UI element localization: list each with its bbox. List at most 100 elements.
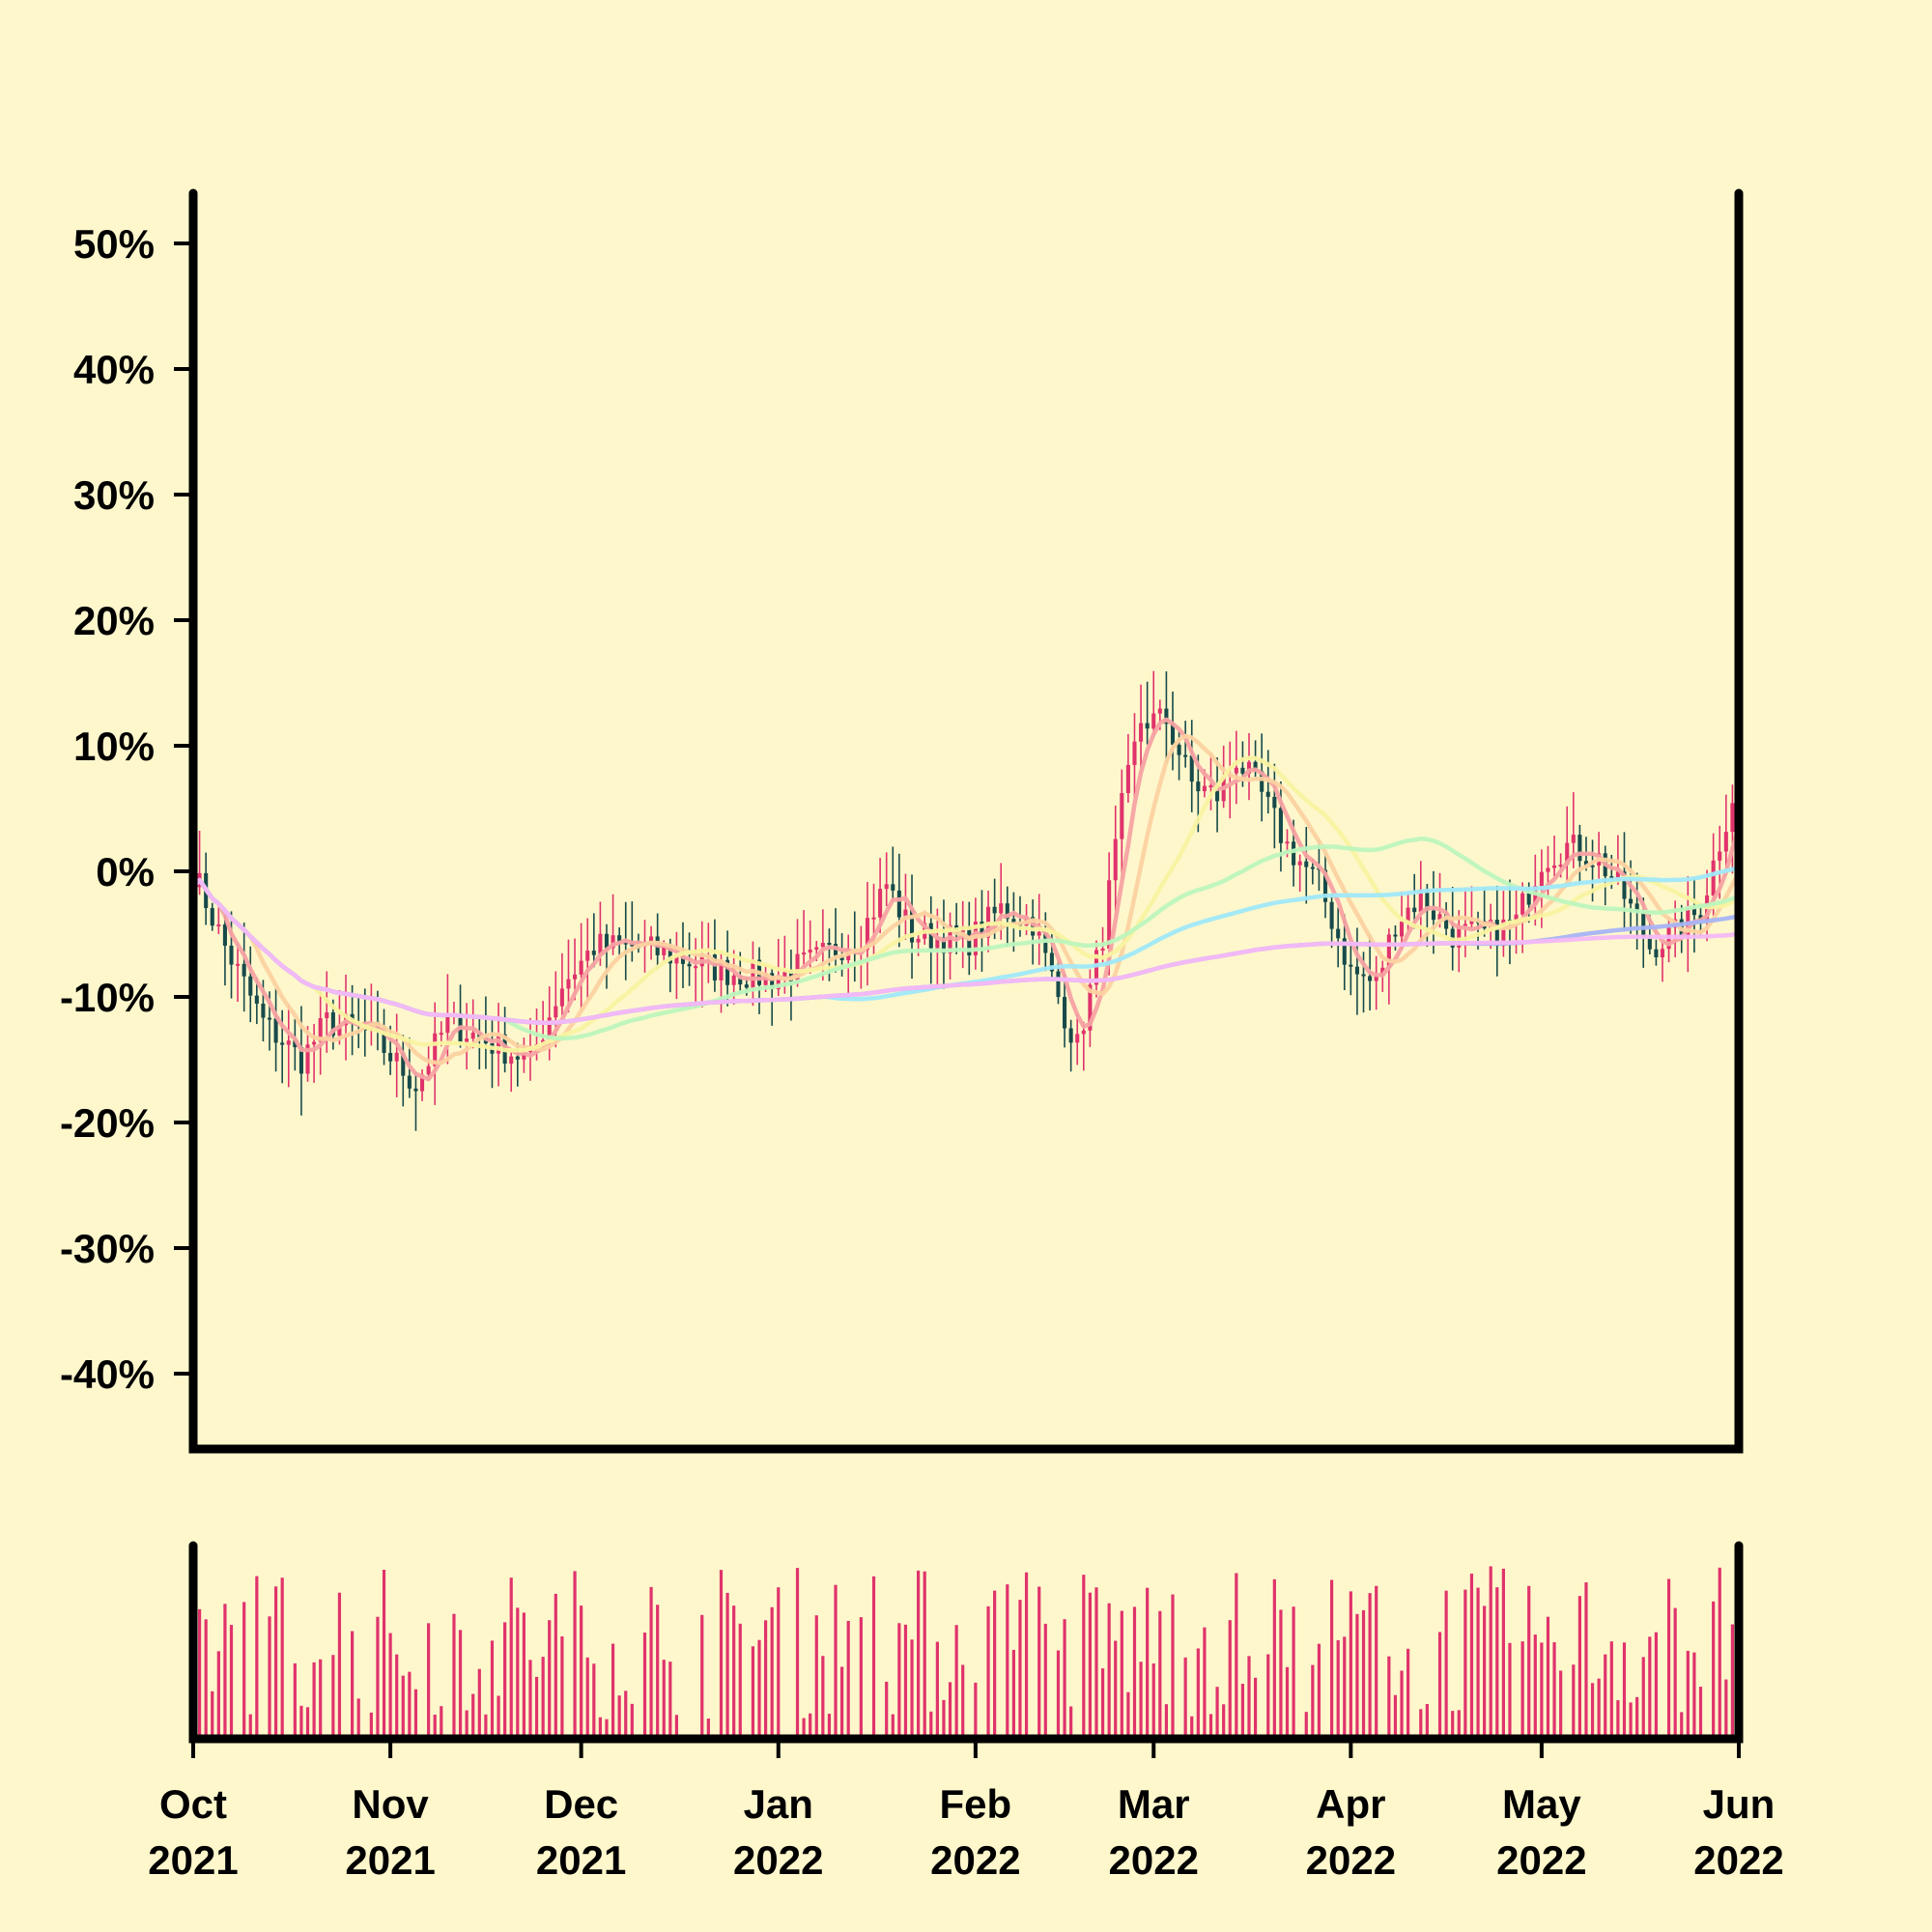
volume-bar <box>1183 1657 1187 1739</box>
y-tick-label: 30% <box>73 472 155 518</box>
candle-body <box>1374 976 1378 981</box>
volume-bar <box>605 1719 609 1739</box>
volume-bar <box>757 1639 761 1739</box>
volume-bar <box>649 1586 653 1739</box>
candle-body <box>719 959 724 980</box>
candle-body <box>1634 903 1639 914</box>
volume-bar <box>1203 1627 1207 1739</box>
candle-body <box>649 936 654 943</box>
candle-body <box>1577 835 1582 862</box>
volume-bar <box>280 1577 284 1739</box>
volume-bar <box>273 1586 278 1739</box>
candle-body <box>1654 949 1659 958</box>
volume-bar <box>580 1605 583 1739</box>
candle-body <box>1558 865 1563 867</box>
candle-body <box>286 1040 291 1045</box>
volume-bar <box>1375 1585 1378 1739</box>
volume-bar <box>503 1622 507 1739</box>
volume-bar <box>573 1571 577 1739</box>
x-tick-label-year: 2022 <box>733 1837 823 1883</box>
volume-bar <box>1247 1656 1251 1739</box>
volume-bar <box>923 1571 926 1739</box>
candle-body <box>419 1074 425 1092</box>
y-tick-label: 50% <box>73 221 155 267</box>
candle-body <box>744 984 749 988</box>
candle-body <box>928 923 933 949</box>
x-tick-label-month: Oct <box>159 1781 227 1827</box>
candle-body <box>1265 791 1270 797</box>
volume-bar <box>668 1662 672 1739</box>
volume-bar <box>312 1662 316 1739</box>
candle-body <box>1145 723 1150 729</box>
candle-body <box>547 1017 552 1040</box>
candle-body <box>725 959 730 985</box>
volume-bar <box>1712 1601 1716 1739</box>
volume-bar <box>1577 1596 1581 1739</box>
candle-body <box>413 1088 418 1092</box>
volume-bar <box>211 1690 214 1739</box>
volume-bar <box>413 1689 418 1739</box>
volume-bar <box>1107 1603 1111 1739</box>
candle-body <box>566 979 571 989</box>
candle-body <box>680 954 686 964</box>
volume-bar <box>1279 1609 1283 1739</box>
candle-body <box>1151 713 1156 729</box>
candle-body <box>1609 876 1614 879</box>
candle-body <box>248 976 253 996</box>
volume-bar <box>197 1608 202 1739</box>
volume-bar <box>1406 1648 1410 1739</box>
volume-bar <box>770 1606 774 1739</box>
volume-bar <box>1730 1624 1735 1739</box>
volume-bar <box>427 1623 431 1739</box>
price-panel-frame <box>188 188 1744 1454</box>
volume-bar <box>1285 1666 1290 1739</box>
volume-bars <box>191 1566 1741 1739</box>
candle-body <box>1425 889 1430 911</box>
candle-body <box>1164 708 1169 724</box>
x-tick-label-year: 2021 <box>148 1837 238 1883</box>
candle-body <box>871 917 876 920</box>
volume-bar <box>986 1605 990 1739</box>
volume-bar <box>465 1710 469 1739</box>
volume-bar <box>541 1657 545 1739</box>
volume-bar <box>440 1706 443 1739</box>
volume-bar <box>732 1605 736 1739</box>
candle-body <box>1189 755 1194 782</box>
candle-body <box>1546 867 1550 872</box>
volume-bar <box>401 1675 405 1739</box>
volume-bar <box>871 1576 876 1739</box>
ma-line-20 <box>191 755 1741 1053</box>
candle-body <box>1526 893 1531 905</box>
candle-body <box>1386 934 1391 968</box>
candle-body <box>445 1014 450 1034</box>
candle-body <box>891 884 895 891</box>
volume-bar <box>942 1699 946 1739</box>
volume-bar <box>1114 1640 1118 1739</box>
candle-body <box>1322 869 1328 902</box>
candle-body <box>1011 919 1016 923</box>
volume-bar <box>954 1625 958 1739</box>
volume-bar <box>1590 1683 1595 1739</box>
candle-body <box>1063 997 1067 1029</box>
volume-bar <box>1527 1585 1531 1739</box>
volume-bar <box>974 1682 978 1739</box>
volume-bar <box>1018 1600 1022 1739</box>
volume-bar <box>408 1671 412 1739</box>
volume-bar <box>763 1620 768 1739</box>
y-tick-label: -30% <box>60 1226 155 1271</box>
candle-body <box>1718 851 1722 861</box>
candle-body <box>903 909 908 918</box>
candle-body <box>1246 761 1252 774</box>
volume-bar <box>1654 1632 1659 1739</box>
volume-bar <box>1349 1591 1352 1739</box>
volume-bar <box>859 1617 863 1739</box>
volume-bar <box>356 1698 360 1739</box>
volume-bar <box>497 1695 500 1739</box>
volume-bar <box>1139 1662 1143 1739</box>
volume-bar <box>948 1682 952 1739</box>
volume-bar <box>560 1635 564 1739</box>
candle-body <box>1539 871 1544 887</box>
candle-body <box>694 966 698 969</box>
volume-bar <box>656 1605 660 1739</box>
candle-body <box>1393 934 1398 937</box>
